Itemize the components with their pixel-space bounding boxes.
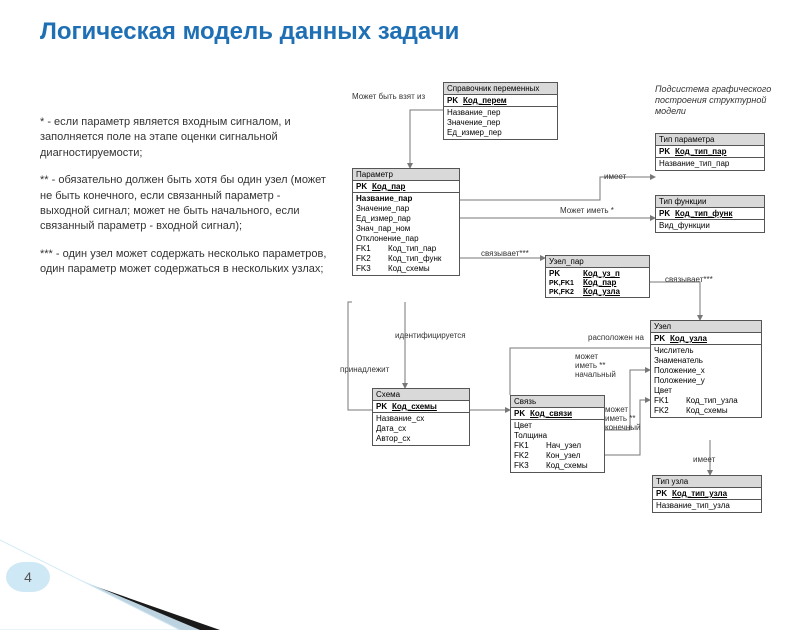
entity-param: Параметр PKКод_пар Название_пар Значение…: [352, 168, 460, 276]
entity-tip-func: Тип функции PKКод_тип_функ Вид_функции: [655, 195, 765, 233]
rel-label: принадлежит: [340, 365, 389, 374]
rel-label: расположен на: [588, 333, 644, 342]
rel-label: может иметь ** конечный: [605, 405, 640, 432]
rel-label: Может иметь *: [560, 206, 614, 215]
pk-row: PKКод_перем: [444, 95, 557, 107]
entity-header: Справочник переменных: [444, 83, 557, 95]
rel-label: имеет: [693, 455, 715, 464]
entity-spravochnik: Справочник переменных PKКод_перем Назван…: [443, 82, 558, 140]
entity-body: Название_пер Значение_пер Ед_измер_пер: [444, 107, 557, 139]
entity-schema: Схема PKКод_схемы Название_сх Дата_сх Ав…: [372, 388, 470, 446]
rel-label: может иметь ** начальный: [575, 352, 616, 379]
entity-tip-param: Тип параметра PKКод_тип_пар Название_тип…: [655, 133, 765, 171]
page-number: 4: [6, 562, 50, 592]
entity-svyaz: Связь PKКод_связи Цвет Толщина FK1Нач_уз…: [510, 395, 605, 473]
rel-label: Может быть взят из: [352, 92, 425, 101]
rel-label: связывает***: [665, 275, 713, 284]
entity-tip-uzla: Тип узла PKКод_тип_узла Название_тип_узл…: [652, 475, 762, 513]
rel-label: связывает***: [481, 249, 529, 258]
entity-uzel-par: Узел_пар PKКод_уз_п PK,FK1Код_пар PK,FK2…: [545, 255, 650, 298]
rel-label: имеет: [604, 172, 626, 181]
rel-label: идентифицируется: [395, 331, 466, 340]
entity-uzel: Узел PKКод_узла Числитель Знаменатель По…: [650, 320, 762, 418]
